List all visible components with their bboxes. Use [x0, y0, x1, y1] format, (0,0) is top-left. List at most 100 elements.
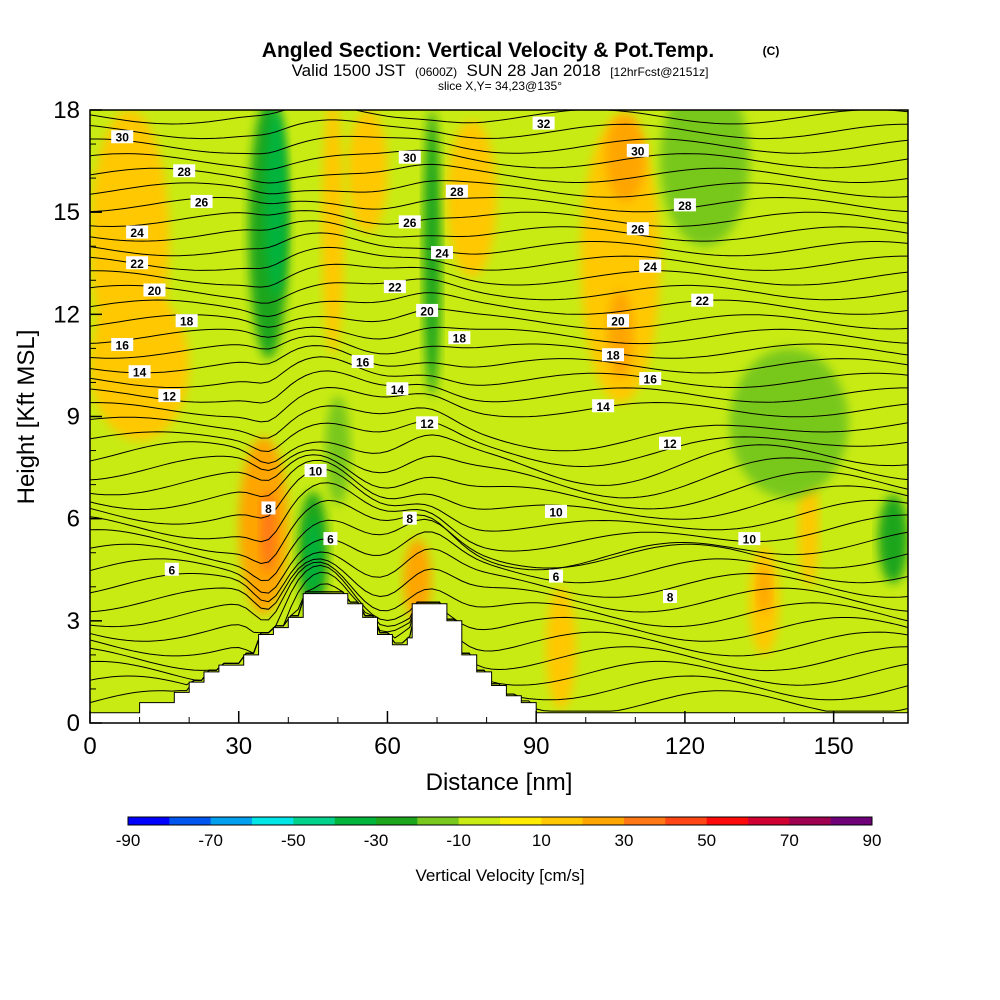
- contour-label-bg: [416, 416, 439, 430]
- contour-label-text: 26: [631, 223, 645, 237]
- contour-label-bg: [416, 303, 439, 317]
- contour-label-text: 8: [667, 590, 674, 604]
- isentrope-line: [90, 405, 908, 452]
- contour-label-bg: [448, 331, 471, 345]
- contour-label-text: 28: [178, 165, 192, 179]
- contour-label-13: 6: [323, 532, 338, 547]
- contour-label-text: 6: [327, 533, 334, 547]
- colorbar-tick-label: -90: [116, 831, 141, 850]
- contour-label-text: 20: [420, 304, 434, 318]
- subtitle-utc-time: (0600Z): [415, 65, 457, 79]
- isentrope-line: [90, 196, 908, 213]
- isentrope-lines: [90, 110, 908, 712]
- y-tick-label: 12: [53, 301, 80, 328]
- contour-label-bg: [351, 355, 374, 369]
- subtitle-date: SUN 28 Jan 2018: [467, 61, 601, 80]
- contour-label-text: 28: [450, 185, 464, 199]
- contour-label-bg: [532, 116, 555, 130]
- isentrope-line: [90, 518, 908, 582]
- contour-label-12: 10: [304, 463, 327, 478]
- colorbar-swatch: [624, 817, 666, 825]
- colorbar-tick-label: 10: [532, 831, 551, 850]
- contour-label-bg: [545, 504, 568, 518]
- colorbar-tick-label: -50: [281, 831, 306, 850]
- colorbar-frame: [127, 816, 873, 826]
- y-tick-label: 6: [67, 506, 80, 533]
- contour-label-28: 26: [626, 222, 649, 237]
- isentrope-line: [90, 119, 908, 140]
- contour-label-bg: [143, 283, 166, 297]
- contour-label-text: 10: [743, 533, 757, 547]
- contour-label-text: 12: [163, 390, 177, 404]
- contour-label-text: 14: [391, 383, 405, 397]
- contour-label-text: 16: [116, 338, 130, 352]
- isentrope-line: [90, 482, 908, 552]
- colorbar-tick-label: 70: [780, 831, 799, 850]
- y-tick-label: 9: [67, 404, 80, 431]
- colorbar-swatch: [789, 817, 831, 825]
- contour-label-bg: [602, 348, 625, 362]
- contour-label-bg: [386, 382, 409, 396]
- contour-label-18: 22: [383, 280, 406, 295]
- contour-label-text: 18: [180, 315, 194, 329]
- isentrope-line: [90, 345, 908, 374]
- contour-label-39: 10: [738, 532, 761, 547]
- isentrope-line: [90, 308, 908, 330]
- isentrope-line: [90, 571, 908, 657]
- colorbar-swatch: [252, 817, 294, 825]
- contour-label-bg: [304, 463, 327, 477]
- x-axis-label: Distance [nm]: [426, 769, 573, 796]
- colorbar-swatch: [376, 817, 418, 825]
- contour-label-37: 6: [549, 569, 564, 584]
- isentrope-line: [90, 370, 908, 404]
- contour-label-32: 18: [602, 348, 625, 363]
- contour-label-1: 28: [173, 164, 196, 179]
- isentrope-line: [90, 356, 908, 388]
- y-tick-label: 18: [53, 97, 80, 124]
- contour-label-text: 20: [611, 315, 625, 329]
- colorbar-swatch: [830, 817, 873, 825]
- contour-label-bg: [261, 501, 276, 515]
- contour-label-38: 8: [663, 589, 678, 604]
- contour-label-14: 30: [398, 150, 421, 165]
- contour-label-text: 22: [130, 257, 144, 271]
- contour-label-7: 16: [111, 337, 134, 352]
- isentrope-line: [90, 163, 908, 184]
- contour-label-text: 24: [435, 247, 449, 261]
- contour-label-bg: [606, 314, 629, 328]
- colorbar-swatch: [665, 817, 707, 825]
- colorbar-tick-label: -30: [364, 831, 389, 850]
- contour-label-bg: [323, 532, 338, 546]
- contour-label-31: 20: [606, 314, 629, 329]
- velocity-region-17: [608, 290, 633, 380]
- isentrope-line: [90, 246, 908, 271]
- contour-label-bg: [639, 259, 662, 273]
- contour-label-bg: [626, 143, 649, 157]
- contour-label-text: 10: [549, 505, 563, 519]
- contour-label-text: 26: [195, 195, 209, 209]
- contour-label-text: 26: [403, 216, 417, 230]
- velocity-region-22: [729, 348, 849, 499]
- contour-labels: 3028262422201816141268106302826242220181…: [111, 116, 761, 604]
- contour-label-24: 8: [402, 511, 417, 526]
- contour-label-bg: [549, 569, 564, 583]
- isentrope-line: [90, 263, 908, 288]
- colorbar-tick-label: 90: [863, 831, 882, 850]
- y-tick-label: 15: [53, 199, 80, 226]
- isentrope-line: [90, 583, 908, 672]
- contour-label-bg: [111, 130, 134, 144]
- isentrope-line: [90, 420, 908, 468]
- velocity-region-13: [446, 120, 497, 277]
- contour-label-33: 16: [639, 372, 662, 387]
- contour-label-21: 16: [351, 355, 374, 370]
- contour-label-bg: [673, 198, 696, 212]
- contour-label-26: 30: [626, 143, 649, 158]
- contour-label-bg: [445, 184, 468, 198]
- contour-label-text: 22: [388, 281, 402, 295]
- contour-label-text: 6: [168, 563, 175, 577]
- contour-label-bg: [175, 314, 198, 328]
- colorbar-swatch: [748, 817, 790, 825]
- contour-label-23: 12: [416, 416, 439, 431]
- isentrope-line: [90, 548, 908, 603]
